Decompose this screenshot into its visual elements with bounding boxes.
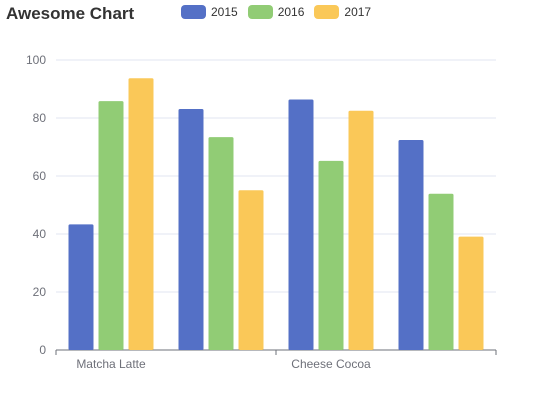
legend-label-2015: 2015 (211, 5, 238, 19)
y-tick-label: 0 (39, 343, 46, 357)
bar-2017 (128, 78, 154, 351)
chart-title: Awesome Chart (6, 4, 135, 23)
legend-item-2016[interactable]: 2016 (247, 5, 305, 19)
legend-item-2017[interactable]: 2017 (314, 5, 371, 19)
y-tick-label: 40 (33, 227, 47, 241)
bar-2016 (318, 160, 344, 350)
x-tick-label: Matcha Latte (76, 357, 146, 371)
bar-2017 (238, 190, 264, 350)
y-tick-label: 80 (33, 111, 47, 125)
legend: 2015 2016 2017 (181, 5, 371, 19)
bar-2015 (288, 99, 314, 350)
legend-item-2015[interactable]: 2015 (181, 5, 238, 19)
legend-swatch-2016 (247, 5, 273, 19)
y-tick-label: 100 (26, 53, 46, 67)
legend-label-2016: 2016 (277, 5, 305, 19)
bar-2015 (68, 224, 94, 350)
bar-2015 (178, 109, 204, 350)
legend-swatch-2015 (181, 5, 206, 19)
legend-swatch-2017 (314, 5, 340, 19)
y-tick-label: 20 (33, 285, 47, 299)
bar-2015 (398, 140, 424, 350)
bar-2017 (458, 236, 484, 350)
bar-2017 (348, 110, 374, 350)
bar-2016 (428, 193, 454, 350)
y-tick-label: 60 (33, 169, 47, 183)
x-tick-label: Cheese Cocoa (291, 357, 371, 371)
legend-label-2017: 2017 (344, 5, 372, 19)
bar-2016 (208, 137, 234, 350)
bar-2016 (98, 101, 124, 351)
